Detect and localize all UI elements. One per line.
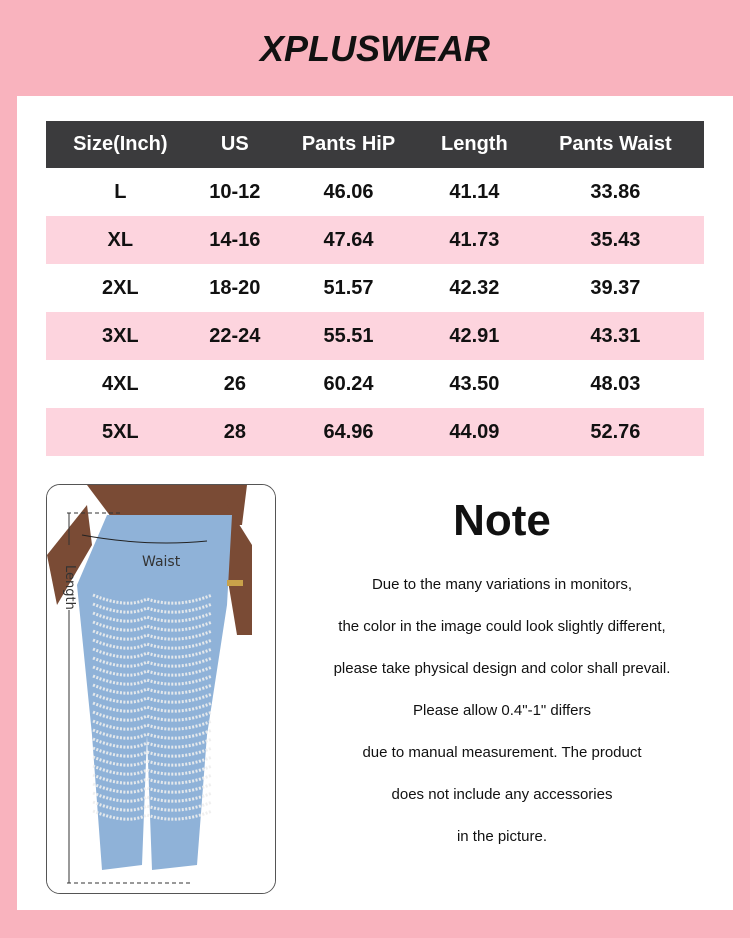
table-row: 3XL 22-24 55.51 42.91 43.31 — [46, 312, 704, 360]
table-row: 2XL 18-20 51.57 42.32 39.37 — [46, 264, 704, 312]
table-row: L 10-12 46.06 41.14 33.86 — [46, 168, 704, 216]
product-photo: Length Waist — [46, 484, 276, 894]
table-cell: 33.86 — [590, 180, 641, 203]
table-row: 4XL 26 60.24 43.50 48.03 — [46, 360, 704, 408]
table-cell: 64.96 — [275, 408, 422, 456]
note-line: the color in the image could look slight… — [338, 618, 666, 635]
header-waist: Pants Waist — [526, 121, 704, 168]
table-cell: 4XL — [101, 372, 139, 395]
table-cell: 60.24 — [323, 372, 374, 395]
table-header-row: Size(Inch) US Pants HiP Length Pants Wai… — [46, 121, 704, 168]
header-length: Length — [421, 121, 527, 168]
table-cell: 47.64 — [275, 216, 422, 264]
table-cell: 43.31 — [526, 312, 704, 360]
table-cell: 41.73 — [421, 216, 527, 264]
header-size: Size(Inch) — [46, 121, 195, 168]
note-line: in the picture. — [456, 828, 548, 845]
table-cell: 46.06 — [323, 180, 374, 203]
table-row: 5XL 28 64.96 44.09 52.76 — [46, 408, 704, 456]
table-cell: 3XL — [46, 312, 195, 360]
table-cell: 55.51 — [275, 312, 422, 360]
table-cell: XL — [46, 216, 195, 264]
jeans-illustration — [47, 485, 275, 893]
table-cell: 42.91 — [421, 312, 527, 360]
table-cell: 5XL — [46, 408, 195, 456]
table-cell: 41.14 — [449, 180, 500, 203]
table-cell: 43.50 — [449, 372, 500, 395]
content-panel: Size(Inch) US Pants HiP Length Pants Wai… — [17, 96, 733, 910]
brand-logo: XPLUSWEAR — [259, 28, 490, 69]
table-cell: 28 — [194, 408, 276, 456]
note-line: due to manual measurement. The product — [362, 744, 642, 761]
note-line: please take physical design and color sh… — [333, 660, 671, 677]
table-cell: 18-20 — [209, 276, 261, 299]
table-cell: 26 — [223, 372, 246, 395]
note-line: does not include any accessories — [391, 786, 613, 803]
table-cell: L — [114, 180, 127, 203]
table-cell: 48.03 — [590, 372, 641, 395]
table-cell: 44.09 — [421, 408, 527, 456]
table-row: XL 14-16 47.64 41.73 35.43 — [46, 216, 704, 264]
note-title: Note — [453, 496, 551, 545]
table-cell: 2XL — [101, 276, 139, 299]
waist-label: Waist — [142, 554, 181, 570]
table-cell: 10-12 — [209, 180, 261, 203]
table-cell: 14-16 — [194, 216, 276, 264]
note-line: Due to the many variations in monitors, — [371, 576, 633, 593]
table-cell: 51.57 — [323, 276, 374, 299]
table-cell: 52.76 — [526, 408, 704, 456]
table-cell: 39.37 — [590, 276, 641, 299]
table-cell: 35.43 — [526, 216, 704, 264]
table-cell: 42.32 — [449, 276, 500, 299]
header-hip: Pants HiP — [275, 121, 422, 168]
length-label: Length — [62, 565, 77, 610]
size-chart-table: Size(Inch) US Pants HiP Length Pants Wai… — [46, 121, 704, 456]
note-line: Please allow 0.4"-1" differs — [413, 702, 591, 719]
table-cell: 22-24 — [194, 312, 276, 360]
header-us: US — [194, 121, 276, 168]
